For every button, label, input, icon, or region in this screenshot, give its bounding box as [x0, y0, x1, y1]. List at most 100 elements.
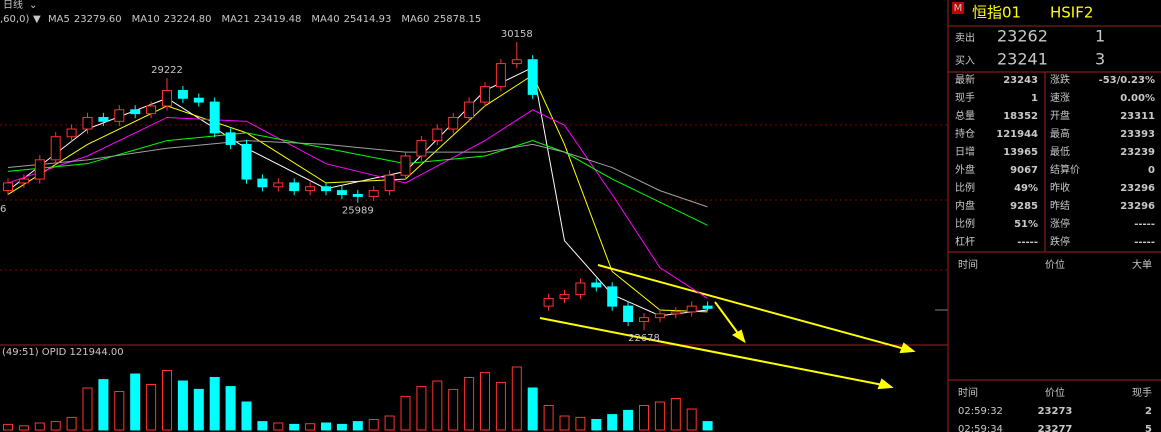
dropdown-icon[interactable]: ▼	[33, 14, 41, 25]
candle-body	[686, 305, 697, 313]
ma-line	[7, 140, 708, 208]
volume-bar	[66, 416, 77, 431]
field-value: 23296	[1120, 183, 1155, 194]
field-value: 1	[1031, 93, 1038, 104]
volume-bar	[257, 421, 268, 431]
volume-bar	[209, 377, 220, 431]
candle-body	[82, 116, 93, 130]
candle-body	[50, 136, 61, 161]
volume-bar	[511, 366, 522, 431]
ask-label: 卖出	[955, 31, 975, 44]
volume-chart	[3, 366, 713, 431]
volume-bar	[34, 422, 45, 431]
volume-bar	[591, 419, 602, 431]
volume-bar	[18, 425, 29, 431]
field-label: 日增	[955, 145, 975, 158]
candle-body	[607, 286, 618, 307]
ma-line	[7, 132, 708, 226]
candle-body	[289, 182, 300, 192]
candle-body	[98, 116, 109, 122]
candle-body	[480, 86, 490, 103]
contract-name: 恒指01	[972, 4, 1021, 22]
candle-body	[591, 282, 602, 288]
field-label: 总量	[955, 109, 975, 122]
bid-price: 23241	[997, 50, 1048, 69]
candle-body	[257, 178, 268, 188]
field-label: 现手	[955, 91, 975, 104]
field-value: 0	[1148, 165, 1155, 176]
field-value: 0.00%	[1120, 93, 1155, 104]
tick-cell: 02:59:34	[958, 424, 1003, 432]
dropdown-icon[interactable]: ⌄	[29, 0, 37, 11]
volume-bar	[702, 421, 713, 431]
badge-text: M	[954, 3, 963, 14]
volume-bar	[336, 423, 347, 431]
field-label: 杠杆	[955, 235, 975, 248]
field-label: 持仓	[955, 127, 975, 140]
volume-bar	[177, 380, 188, 431]
column-header: 时间	[958, 258, 978, 271]
field-label: 涨跌	[1050, 73, 1070, 86]
candle-body	[623, 305, 634, 323]
volume-bar	[654, 401, 665, 431]
volume-bar	[82, 387, 93, 431]
field-label: 比例	[955, 181, 975, 194]
volume-bar	[98, 379, 109, 431]
candle-body	[18, 178, 29, 184]
candle-body	[336, 190, 347, 195]
tick-cell: 23273	[1038, 406, 1073, 417]
volume-bar	[114, 391, 125, 431]
volume-bar	[321, 422, 331, 431]
volume-bar	[305, 423, 316, 431]
candle-body	[527, 59, 538, 95]
badge	[952, 2, 964, 14]
candle-body	[3, 182, 13, 192]
field-value: 23311	[1120, 111, 1155, 122]
candle-body	[416, 140, 427, 157]
volume-bar	[559, 415, 570, 431]
candle-body	[305, 186, 316, 192]
legend-name: MA60	[401, 14, 429, 25]
field-label: 昨结	[1050, 199, 1070, 212]
candle-body	[495, 63, 506, 88]
legend-name: MA5	[48, 14, 70, 25]
field-value: 9285	[1010, 201, 1038, 212]
candle-body	[114, 109, 125, 122]
field-label: 最新	[955, 73, 975, 86]
candle-body	[162, 90, 172, 107]
field-value: 9067	[1010, 165, 1038, 176]
legend-value: 25414.93	[344, 14, 392, 25]
column-header: 时间	[958, 386, 978, 399]
volume-bar	[146, 384, 157, 431]
candle-body	[66, 128, 77, 138]
period-selector[interactable]: 日线	[3, 0, 23, 11]
legend-name: MA21	[221, 14, 249, 25]
candle-body	[273, 182, 284, 188]
volume-bar	[3, 423, 13, 431]
volume-bar	[495, 381, 506, 431]
volume-bar	[543, 405, 554, 431]
ma-line	[7, 109, 708, 299]
candle-body	[209, 101, 220, 134]
volume-bar	[464, 377, 475, 431]
candle-body	[384, 174, 395, 192]
column-header: 大单	[1132, 258, 1152, 271]
tick-cell: 23277	[1038, 424, 1073, 432]
volume-bar	[480, 372, 490, 431]
candle-body	[543, 297, 554, 307]
field-label: 比例	[955, 217, 975, 230]
candle-body	[400, 155, 411, 176]
volume-bar	[575, 416, 586, 431]
quote-panel: 最新 23243 涨跌 -53/0.23% 现手 1 速涨 0.00% 总量 18352 开盘 233…	[955, 73, 1155, 432]
ma-line	[7, 66, 708, 317]
bid-size: 3	[1095, 50, 1105, 69]
field-value: 51%	[1014, 219, 1038, 230]
price-annotation: 30158	[501, 29, 533, 40]
volume-bar	[416, 386, 427, 431]
candle-body	[654, 313, 665, 319]
field-value: 23239	[1120, 147, 1155, 158]
cut-label: 6	[0, 204, 6, 215]
candle-body	[193, 97, 204, 103]
candle-body	[34, 159, 45, 180]
volume-bar	[368, 419, 379, 431]
